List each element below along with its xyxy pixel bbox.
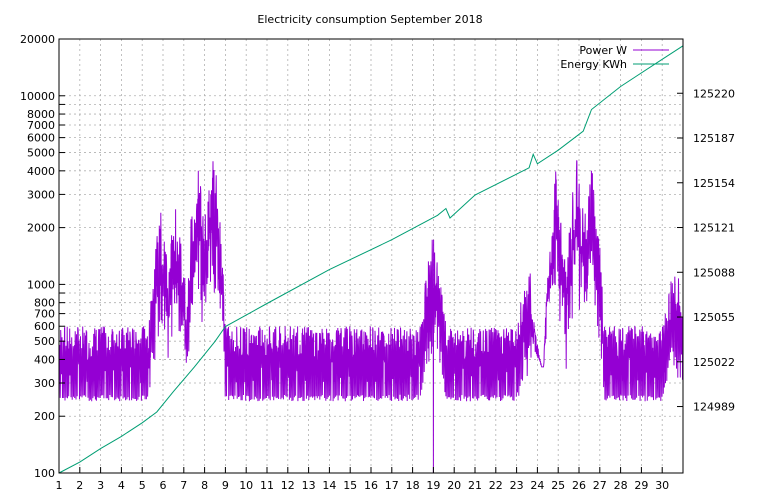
x-tick-label: 21 xyxy=(468,479,482,492)
legend-energy-label: Energy KWh xyxy=(560,58,627,71)
x-tick-label: 11 xyxy=(260,479,274,492)
x-tick-label: 12 xyxy=(281,479,295,492)
y-left-tick-label: 5000 xyxy=(27,147,55,160)
y-right-tick-label: 125187 xyxy=(693,132,735,145)
chart-title: Electricity consumption September 2018 xyxy=(257,13,482,26)
x-tick-label: 25 xyxy=(551,479,565,492)
y-right-tick-label: 125088 xyxy=(693,266,735,279)
y-left-tick-label: 300 xyxy=(34,377,55,390)
y-left-tick-label: 10000 xyxy=(20,90,55,103)
y-left-tick-label: 3000 xyxy=(27,188,55,201)
x-tick-label: 5 xyxy=(139,479,146,492)
x-tick-label: 20 xyxy=(447,479,461,492)
x-tick-label: 24 xyxy=(530,479,544,492)
x-tick-label: 2 xyxy=(76,479,83,492)
x-tick-label: 29 xyxy=(634,479,648,492)
x-tick-label: 3 xyxy=(97,479,104,492)
x-tick-label: 13 xyxy=(302,479,316,492)
y-left-tick-label: 100 xyxy=(34,467,55,480)
y-left-tick-label: 7000 xyxy=(27,119,55,132)
x-tick-label: 1 xyxy=(56,479,63,492)
x-tick-label: 23 xyxy=(510,479,524,492)
y-right-tick-label: 125220 xyxy=(693,87,735,100)
power-line xyxy=(58,160,684,474)
x-tick-label: 26 xyxy=(572,479,586,492)
x-tick-label: 8 xyxy=(201,479,208,492)
x-tick-label: 4 xyxy=(118,479,125,492)
power-series xyxy=(58,160,684,474)
y-left-tick-label: 4000 xyxy=(27,165,55,178)
energy-line xyxy=(58,45,684,474)
x-tick-label: 14 xyxy=(322,479,336,492)
x-tick-label: 10 xyxy=(239,479,253,492)
energy-series xyxy=(58,45,684,474)
y-left-tick-label: 600 xyxy=(34,320,55,333)
y-right-tick-label: 125055 xyxy=(693,311,735,324)
y-left-tick-label: 800 xyxy=(34,297,55,310)
x-tick-label: 15 xyxy=(343,479,357,492)
x-tick-label: 9 xyxy=(222,479,229,492)
x-tick-label: 16 xyxy=(364,479,378,492)
legend-power-label: Power W xyxy=(579,44,627,57)
y-left-tick-label: 700 xyxy=(34,308,55,321)
y-left-tick-label: 200 xyxy=(34,410,55,423)
x-tick-label: 22 xyxy=(489,479,503,492)
y-left-tick-label: 500 xyxy=(34,335,55,348)
x-tick-label: 7 xyxy=(180,479,187,492)
x-tick-label: 17 xyxy=(385,479,399,492)
x-tick-label: 19 xyxy=(426,479,440,492)
y-right-tick-label: 125022 xyxy=(693,356,735,369)
y-left-tick-label: 2000 xyxy=(27,222,55,235)
legend: Power W Energy KWh xyxy=(560,44,669,71)
x-tick-label: 28 xyxy=(614,479,628,492)
y-right-tick-label: 124989 xyxy=(693,401,735,414)
y-left-tick-label: 6000 xyxy=(27,132,55,145)
y-right-tick-label: 125121 xyxy=(693,222,735,235)
x-tick-label: 27 xyxy=(593,479,607,492)
y-left-tick-label: 400 xyxy=(34,353,55,366)
y-left-tick-label: 20000 xyxy=(20,33,55,46)
x-tick-label: 18 xyxy=(406,479,420,492)
x-tick-label: 30 xyxy=(655,479,669,492)
y-left-tick-label: 8000 xyxy=(27,108,55,121)
y-right-tick-label: 125154 xyxy=(693,177,735,190)
y-left-tick-label: 1000 xyxy=(27,278,55,291)
x-tick-label: 6 xyxy=(160,479,167,492)
